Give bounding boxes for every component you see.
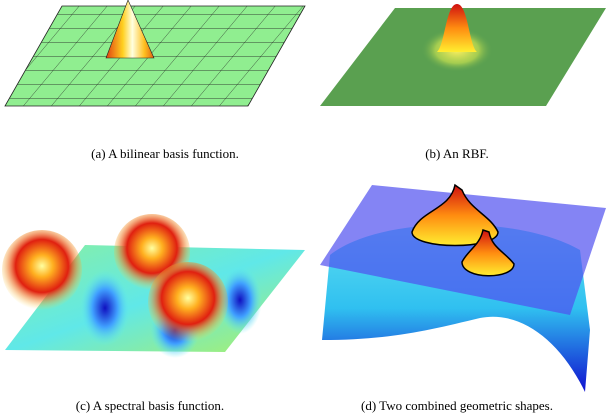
cone-small [461,229,515,277]
trough [80,270,130,346]
grid-plane [4,5,306,107]
panel-c: (c) A spectral basis function. [2,214,305,413]
rbf-peak [437,4,477,52]
cone-large [411,183,499,247]
cone [105,0,155,59]
trough [218,266,262,334]
caption: (d) Two combined geometric shapes. [361,398,553,413]
caption: (c) A spectral basis function. [76,398,224,413]
panel-a: (a) A bilinear basis function. [4,0,306,161]
peak [2,230,82,310]
panel-b: (b) An RBF. [320,4,606,161]
caption: (a) A bilinear basis function. [91,146,239,161]
peak [148,262,228,342]
plane [320,185,606,315]
panel-d: (d) Two combined geometric shapes. [320,183,606,413]
caption: (b) An RBF. [425,146,489,161]
